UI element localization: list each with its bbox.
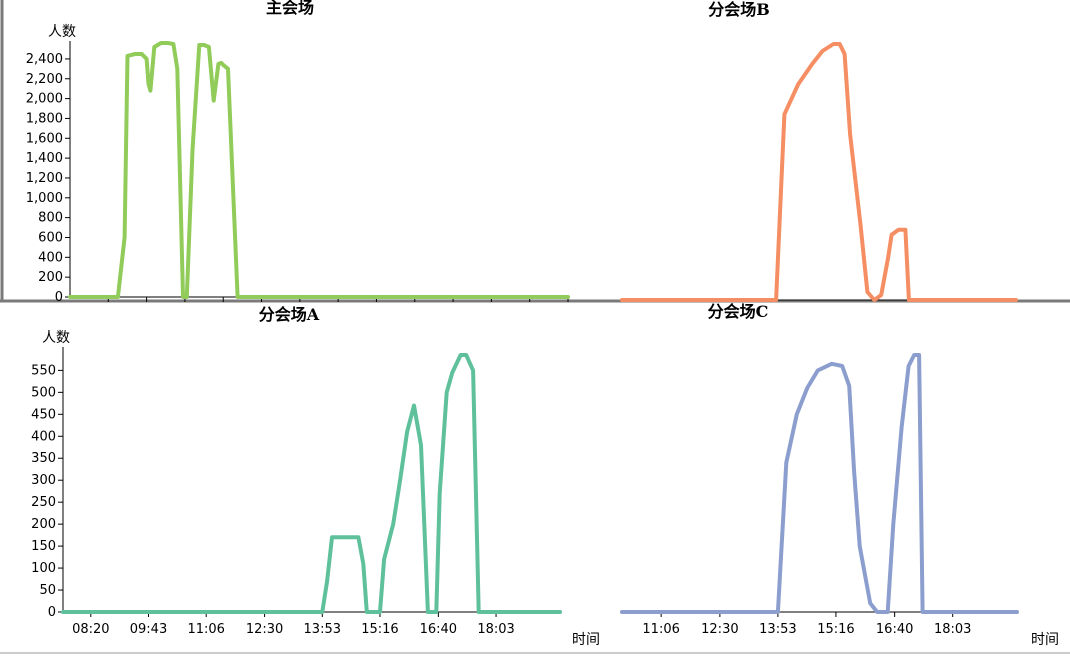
y-tick-label: 450 <box>31 407 56 422</box>
y-tick-label: 350 <box>31 451 56 466</box>
chart-branch-c: 分会场C 时间 11:06 12:30 13:53 15:16 16:40 18:03 <box>620 302 1059 648</box>
chart-title: 分会场A <box>259 305 320 324</box>
x-tick-label: 13:53 <box>304 622 341 637</box>
y-tick-label: 400 <box>31 429 56 444</box>
y-tick-label: 1,800 <box>26 111 63 126</box>
y-tick-label: 2,000 <box>26 92 63 107</box>
series-line <box>620 42 1018 302</box>
x-tick-label: 13:53 <box>759 622 796 637</box>
y-tick-label: 300 <box>31 473 56 488</box>
y-tick-label: 2,400 <box>26 52 63 67</box>
x-tick-label: 08:20 <box>72 622 109 637</box>
x-tick-label: 12:30 <box>246 622 283 637</box>
x-tick-label: 12:30 <box>701 622 738 637</box>
series-line <box>620 353 1019 614</box>
x-tick-label: 15:16 <box>361 622 398 637</box>
x-tick-label: 16:40 <box>876 622 913 637</box>
y-tick-label: 800 <box>38 211 63 226</box>
y-tick-label: 600 <box>38 230 63 245</box>
y-tick-label: 200 <box>31 517 56 532</box>
y-tick-label: 0 <box>48 605 56 620</box>
chart-branch-b: 分会场B <box>620 0 1018 302</box>
y-tick-label: 500 <box>31 385 56 400</box>
x-axis-label: 时间 <box>1031 632 1059 648</box>
x-tick-label: 15:16 <box>817 622 854 637</box>
y-tick-label: 1,600 <box>26 131 63 146</box>
y-tick-label: 200 <box>38 270 63 285</box>
x-tick-label: 11:06 <box>187 622 224 637</box>
y-tick-label: 1,400 <box>26 151 63 166</box>
y-tick-label: 1,000 <box>26 191 63 206</box>
y-tick-label: 250 <box>31 495 56 510</box>
x-tick-label: 11:06 <box>642 622 679 637</box>
y-tick-label: 150 <box>31 539 56 554</box>
x-tick-label: 09:43 <box>130 622 167 637</box>
y-axis-label: 人数 <box>48 24 76 40</box>
chart-main-venue: 主会场 人数 0 200 400 600 800 1,000 1,200 1,400 1,600… <box>26 0 570 305</box>
y-axis-label: 人数 <box>42 330 70 346</box>
series-line <box>68 41 570 299</box>
chart-title: 主会场 <box>266 0 314 17</box>
chart-title: 分会场B <box>708 0 770 19</box>
y-tick-label: 550 <box>31 363 56 378</box>
x-tick-label: 18:03 <box>934 622 971 637</box>
y-tick-label: 400 <box>38 250 63 265</box>
y-tick-label: 50 <box>39 583 56 598</box>
y-tick-label: 100 <box>31 561 56 576</box>
chart-branch-a: 分会场A 人数 时间 0 50 100 150 200 250 300 350 400 450 50… <box>31 305 600 648</box>
y-tick-label: 0 <box>55 290 63 305</box>
y-tick-label: 1,200 <box>26 171 63 186</box>
chart-title: 分会场C <box>708 302 769 321</box>
x-tick-label: 18:03 <box>477 622 514 637</box>
series-line <box>61 353 562 614</box>
y-tick-label: 2,200 <box>26 72 63 87</box>
x-axis-label: 时间 <box>572 632 600 648</box>
x-tick-label: 16:40 <box>420 622 457 637</box>
